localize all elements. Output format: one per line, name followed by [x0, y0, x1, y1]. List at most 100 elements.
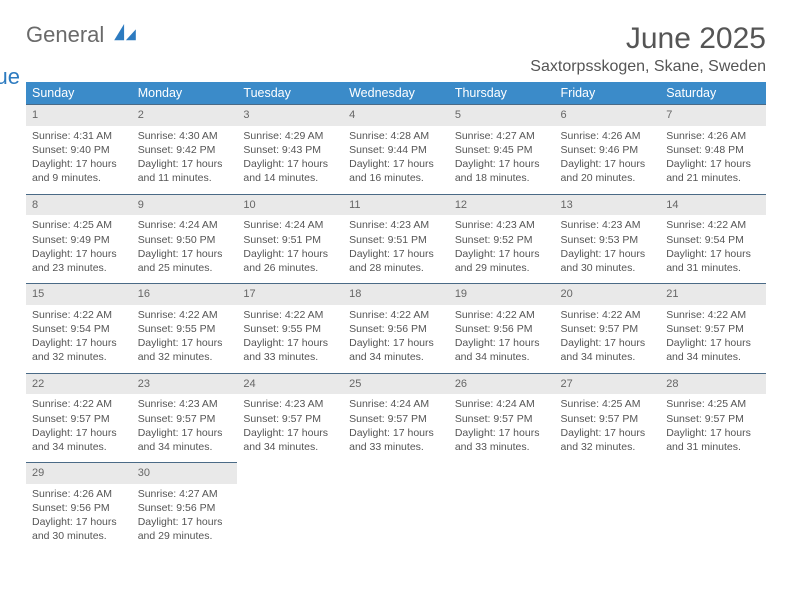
daylight-line1: Daylight: 17 hours	[455, 157, 549, 171]
day-body: Sunrise: 4:24 AMSunset: 9:57 PMDaylight:…	[449, 394, 555, 462]
sunrise-text: Sunrise: 4:23 AM	[243, 397, 337, 411]
sunset-text: Sunset: 9:56 PM	[138, 501, 232, 515]
sunrise-text: Sunrise: 4:26 AM	[666, 129, 760, 143]
day-number: 18	[343, 283, 449, 305]
sunrise-text: Sunrise: 4:24 AM	[138, 218, 232, 232]
sunrise-text: Sunrise: 4:25 AM	[561, 397, 655, 411]
sunrise-text: Sunrise: 4:23 AM	[561, 218, 655, 232]
sunrise-text: Sunrise: 4:23 AM	[138, 397, 232, 411]
weekday-thursday: Thursday	[449, 82, 555, 104]
calendar-day-cell: 10Sunrise: 4:24 AMSunset: 9:51 PMDayligh…	[237, 194, 343, 284]
sunrise-text: Sunrise: 4:26 AM	[561, 129, 655, 143]
weekday-friday: Friday	[555, 82, 661, 104]
sunset-text: Sunset: 9:50 PM	[138, 233, 232, 247]
calendar-day-cell	[449, 462, 555, 552]
sunrise-text: Sunrise: 4:27 AM	[455, 129, 549, 143]
daylight-line2: and 30 minutes.	[32, 529, 126, 543]
day-body: Sunrise: 4:26 AMSunset: 9:56 PMDaylight:…	[26, 484, 132, 552]
daylight-line1: Daylight: 17 hours	[138, 426, 232, 440]
sunrise-text: Sunrise: 4:25 AM	[32, 218, 126, 232]
daylight-line2: and 34 minutes.	[138, 440, 232, 454]
day-number: 2	[132, 104, 238, 126]
weekday-wednesday: Wednesday	[343, 82, 449, 104]
sunset-text: Sunset: 9:49 PM	[32, 233, 126, 247]
daylight-line1: Daylight: 17 hours	[561, 336, 655, 350]
calendar-day-cell: 4Sunrise: 4:28 AMSunset: 9:44 PMDaylight…	[343, 104, 449, 194]
daylight-line2: and 34 minutes.	[243, 440, 337, 454]
daylight-line2: and 31 minutes.	[666, 440, 760, 454]
day-body: Sunrise: 4:22 AMSunset: 9:55 PMDaylight:…	[237, 305, 343, 373]
sunrise-text: Sunrise: 4:28 AM	[349, 129, 443, 143]
calendar-week-row: 8Sunrise: 4:25 AMSunset: 9:49 PMDaylight…	[26, 194, 766, 284]
weekday-monday: Monday	[132, 82, 238, 104]
calendar-day-cell: 28Sunrise: 4:25 AMSunset: 9:57 PMDayligh…	[660, 373, 766, 463]
sunrise-text: Sunrise: 4:22 AM	[32, 397, 126, 411]
daylight-line1: Daylight: 17 hours	[666, 336, 760, 350]
daylight-line1: Daylight: 17 hours	[138, 336, 232, 350]
sunrise-text: Sunrise: 4:22 AM	[561, 308, 655, 322]
daylight-line1: Daylight: 17 hours	[32, 336, 126, 350]
daylight-line1: Daylight: 17 hours	[561, 157, 655, 171]
daylight-line2: and 33 minutes.	[349, 440, 443, 454]
sunrise-text: Sunrise: 4:22 AM	[666, 308, 760, 322]
calendar-week-row: 15Sunrise: 4:22 AMSunset: 9:54 PMDayligh…	[26, 283, 766, 373]
day-number: 20	[555, 283, 661, 305]
daylight-line2: and 34 minutes.	[666, 350, 760, 364]
calendar-day-cell	[555, 462, 661, 552]
day-number: 23	[132, 373, 238, 395]
weekday-header-row: Sunday Monday Tuesday Wednesday Thursday…	[26, 82, 766, 104]
day-number: 30	[132, 462, 238, 484]
logo-text-blue: Blue	[0, 64, 20, 89]
sunrise-text: Sunrise: 4:26 AM	[32, 487, 126, 501]
sunset-text: Sunset: 9:53 PM	[561, 233, 655, 247]
sunset-text: Sunset: 9:45 PM	[455, 143, 549, 157]
day-number: 24	[237, 373, 343, 395]
sunset-text: Sunset: 9:57 PM	[349, 412, 443, 426]
daylight-line1: Daylight: 17 hours	[455, 247, 549, 261]
day-body: Sunrise: 4:27 AMSunset: 9:45 PMDaylight:…	[449, 126, 555, 194]
sunset-text: Sunset: 9:48 PM	[666, 143, 760, 157]
daylight-line2: and 34 minutes.	[32, 440, 126, 454]
calendar-day-cell: 15Sunrise: 4:22 AMSunset: 9:54 PMDayligh…	[26, 283, 132, 373]
day-body: Sunrise: 4:22 AMSunset: 9:57 PMDaylight:…	[555, 305, 661, 373]
calendar-day-cell: 5Sunrise: 4:27 AMSunset: 9:45 PMDaylight…	[449, 104, 555, 194]
title-block: June 2025 Saxtorpsskogen, Skane, Sweden	[530, 22, 766, 76]
day-number: 7	[660, 104, 766, 126]
day-body: Sunrise: 4:24 AMSunset: 9:57 PMDaylight:…	[343, 394, 449, 462]
sunrise-text: Sunrise: 4:25 AM	[666, 397, 760, 411]
day-body: Sunrise: 4:25 AMSunset: 9:57 PMDaylight:…	[555, 394, 661, 462]
sunset-text: Sunset: 9:44 PM	[349, 143, 443, 157]
weekday-tuesday: Tuesday	[237, 82, 343, 104]
sunset-text: Sunset: 9:51 PM	[349, 233, 443, 247]
day-number: 11	[343, 194, 449, 216]
calendar-day-cell: 18Sunrise: 4:22 AMSunset: 9:56 PMDayligh…	[343, 283, 449, 373]
daylight-line2: and 34 minutes.	[561, 350, 655, 364]
calendar-week-row: 1Sunrise: 4:31 AMSunset: 9:40 PMDaylight…	[26, 104, 766, 194]
daylight-line2: and 29 minutes.	[138, 529, 232, 543]
sunrise-text: Sunrise: 4:24 AM	[455, 397, 549, 411]
calendar-day-cell	[660, 462, 766, 552]
day-number: 21	[660, 283, 766, 305]
daylight-line1: Daylight: 17 hours	[138, 247, 232, 261]
daylight-line2: and 33 minutes.	[455, 440, 549, 454]
day-number: 28	[660, 373, 766, 395]
day-body: Sunrise: 4:24 AMSunset: 9:51 PMDaylight:…	[237, 215, 343, 283]
daylight-line1: Daylight: 17 hours	[349, 426, 443, 440]
daylight-line2: and 33 minutes.	[243, 350, 337, 364]
sunset-text: Sunset: 9:57 PM	[561, 412, 655, 426]
calendar-day-cell: 21Sunrise: 4:22 AMSunset: 9:57 PMDayligh…	[660, 283, 766, 373]
day-body: Sunrise: 4:22 AMSunset: 9:57 PMDaylight:…	[26, 394, 132, 462]
logo: General Blue	[26, 22, 136, 74]
day-number: 3	[237, 104, 343, 126]
daylight-line2: and 31 minutes.	[666, 261, 760, 275]
calendar-day-cell: 1Sunrise: 4:31 AMSunset: 9:40 PMDaylight…	[26, 104, 132, 194]
day-body: Sunrise: 4:23 AMSunset: 9:57 PMDaylight:…	[237, 394, 343, 462]
day-body: Sunrise: 4:22 AMSunset: 9:56 PMDaylight:…	[449, 305, 555, 373]
calendar-day-cell: 14Sunrise: 4:22 AMSunset: 9:54 PMDayligh…	[660, 194, 766, 284]
daylight-line2: and 16 minutes.	[349, 171, 443, 185]
daylight-line1: Daylight: 17 hours	[666, 247, 760, 261]
day-number: 16	[132, 283, 238, 305]
daylight-line2: and 23 minutes.	[32, 261, 126, 275]
daylight-line2: and 21 minutes.	[666, 171, 760, 185]
day-body: Sunrise: 4:25 AMSunset: 9:49 PMDaylight:…	[26, 215, 132, 283]
